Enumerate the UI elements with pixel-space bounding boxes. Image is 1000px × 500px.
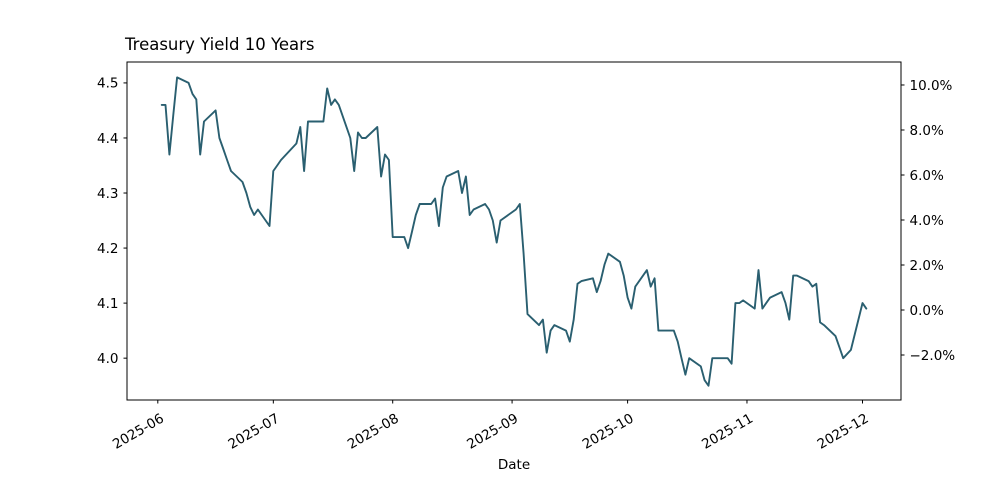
y-left-tick-label: 4.5: [97, 76, 118, 92]
x-tick-label: 2025-10: [580, 411, 637, 453]
x-tick-label: 2025-06: [110, 411, 167, 453]
yield-series-line: [160, 76, 868, 387]
y-left-tick-label: 4.1: [97, 296, 118, 312]
y-right-tick-label: 10.0%: [910, 78, 953, 94]
chart-title: Treasury Yield 10 Years: [125, 35, 315, 54]
x-tick-label: 2025-12: [815, 411, 872, 453]
y-right-tick-label: −2.0%: [910, 348, 956, 364]
y-left-tick-label: 4.4: [97, 131, 118, 147]
x-tick-label: 2025-11: [699, 411, 756, 453]
y-right-tick-label: 0.0%: [910, 303, 944, 319]
x-tick-label: 2025-08: [345, 411, 402, 453]
y-left-tick-label: 4.2: [97, 241, 118, 257]
y-right-tick-label: 8.0%: [910, 123, 944, 139]
y-right-tick-label: 4.0%: [910, 213, 944, 229]
x-tick-label: 2025-09: [464, 411, 521, 453]
plot-frame: [126, 61, 902, 401]
x-axis-label: Date: [497, 457, 531, 473]
y-left-tick-label: 4.3: [97, 186, 118, 202]
y-right-tick-label: 6.0%: [910, 168, 944, 184]
x-tick-label: 2025-07: [225, 411, 282, 453]
y-left-tick-label: 4.0: [97, 351, 118, 367]
y-right-tick-label: 2.0%: [910, 258, 944, 274]
